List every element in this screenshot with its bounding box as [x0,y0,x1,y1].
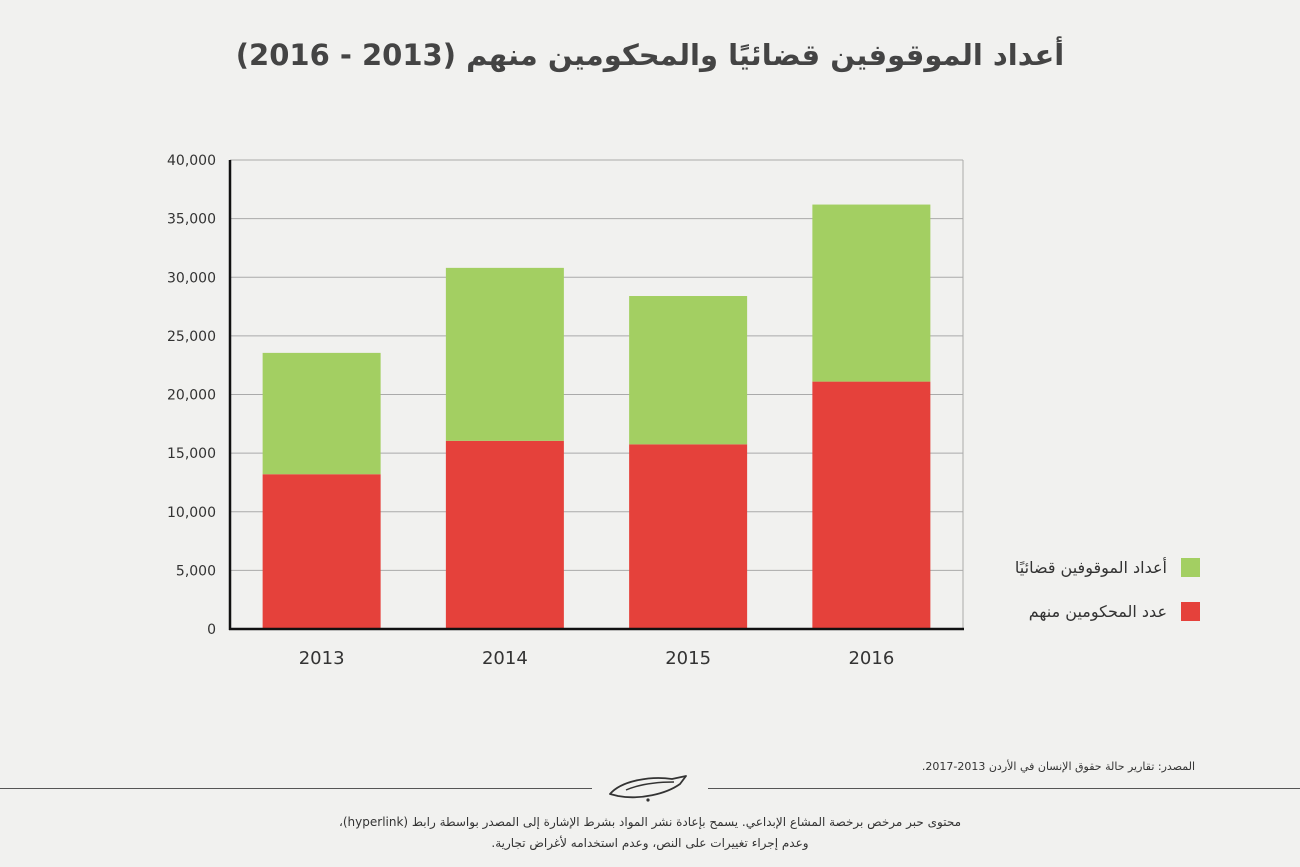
y-tick-label: 35,000 [167,212,216,228]
bars-layer [262,204,931,629]
labels-layer: 0 5,000 10,000 15,000 20,000 25,000 30,000 35,0… [167,153,894,669]
y-tick-label: 5,000 [176,563,216,579]
bar-detained [445,267,564,441]
legend-item-detained: أعداد الموقوفين قضائيًا [960,552,1200,582]
license-line-2: وعدم إجراء تغييرات على النص، وعدم استخدا… [491,836,809,850]
x-tick-label: 2014 [482,648,528,669]
license-text: محتوى حبر مرخص برخصة المشاع الإبداعي. يس… [0,812,1300,854]
license-line-1: محتوى حبر مرخص برخصة المشاع الإبداعي. يس… [338,815,962,829]
x-tick-label: 2013 [299,648,345,669]
y-tick-label: 15,000 [167,446,216,462]
hibr-logo-icon [609,775,687,802]
y-tick-label: 25,000 [167,329,216,345]
bar-detained [262,352,381,475]
legend: أعداد الموقوفين قضائيًا عدد المحكومين من… [960,552,1200,640]
x-tick-label: 2015 [665,648,711,669]
bar-detained [812,204,931,382]
bar-sentenced [445,440,564,629]
footer-divider-left [0,788,592,789]
y-tick-label: 20,000 [167,388,216,404]
legend-swatch-sentenced [1181,601,1200,621]
legend-swatch-detained [1181,557,1200,577]
bar-detained [629,296,748,445]
legend-label-sentenced: عدد المحكومين منهم [1028,601,1167,621]
axis-layer [228,160,964,631]
y-tick-label: 10,000 [167,505,216,521]
y-tick-label: 0 [207,622,216,638]
chart-title: أعداد الموقوفين قضائيًا والمحكومين منهم … [235,38,1065,72]
bar-sentenced [262,474,381,629]
y-tick-label: 30,000 [167,270,216,286]
source-note: المصدر: تقارير حالة حقوق الإنسان في الأر… [921,760,1195,773]
x-tick-label: 2016 [848,648,894,669]
bar-sentenced [629,444,748,629]
bar-sentenced [812,381,931,629]
legend-item-sentenced: عدد المحكومين منهم [960,596,1200,626]
y-tick-label: 40,000 [167,153,216,169]
legend-label-detained: أعداد الموقوفين قضائيًا [1014,557,1167,577]
footer-divider-right [708,788,1300,789]
